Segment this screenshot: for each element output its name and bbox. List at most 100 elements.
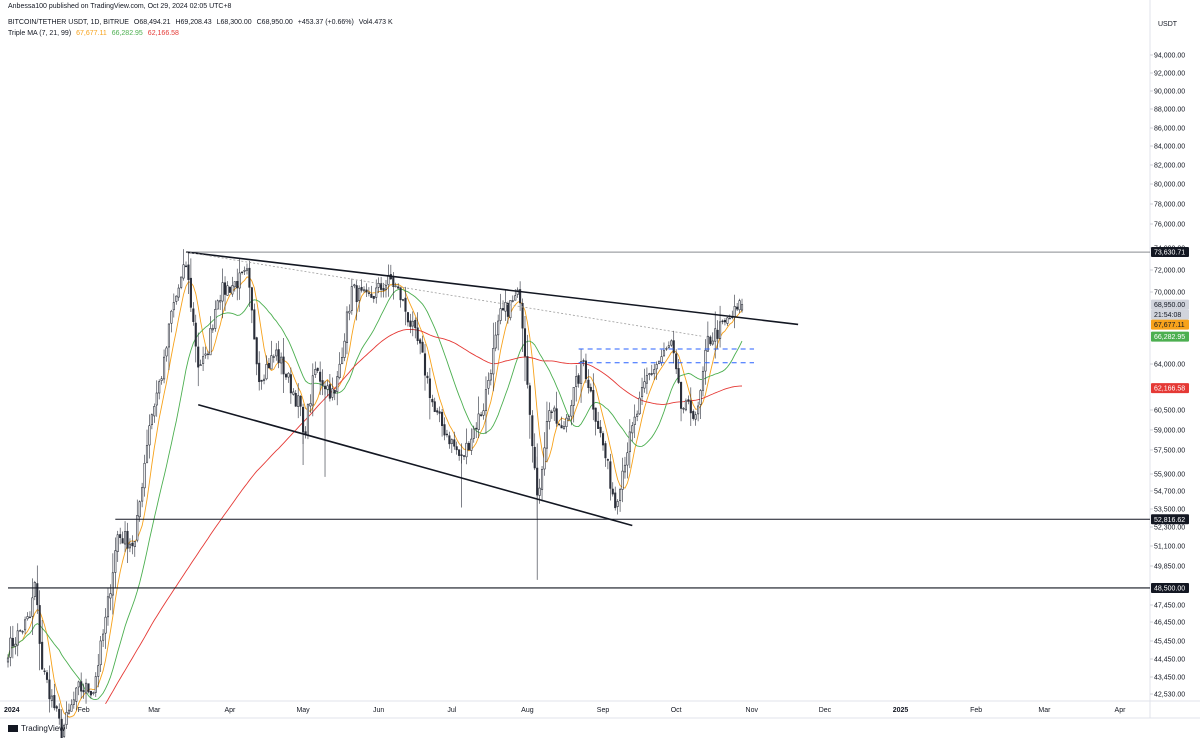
candle bbox=[311, 363, 314, 417]
candle-down-body bbox=[443, 424, 446, 436]
candle bbox=[167, 323, 171, 371]
price-tag-label: 21:54:08 bbox=[1154, 312, 1181, 319]
candle-up-body bbox=[728, 317, 731, 320]
candle-down-body bbox=[592, 390, 595, 410]
price-tag-box bbox=[1151, 383, 1189, 394]
candle-down-body bbox=[587, 379, 590, 388]
tradingview-brand[interactable]: TradingView bbox=[8, 724, 65, 733]
price-tick-label: 70,000.00 bbox=[1154, 290, 1185, 297]
candle bbox=[292, 388, 295, 396]
candle-up-body bbox=[153, 406, 156, 417]
candle-up-body bbox=[375, 287, 378, 298]
candle bbox=[653, 363, 656, 381]
candle-down-body bbox=[448, 435, 451, 445]
candle-down-body bbox=[589, 386, 592, 392]
time-tick-label: Nov bbox=[746, 707, 759, 714]
candle bbox=[370, 285, 373, 298]
candle bbox=[50, 689, 53, 708]
candle-up-body bbox=[9, 637, 12, 658]
candle-down-body bbox=[550, 411, 553, 413]
candle-down-body bbox=[416, 327, 419, 342]
candle bbox=[655, 361, 658, 380]
candle bbox=[48, 665, 51, 713]
candle-up-body bbox=[626, 452, 629, 466]
candle bbox=[6, 654, 10, 668]
price-tick-label: 55,900.00 bbox=[1154, 472, 1185, 479]
candle bbox=[562, 421, 566, 430]
candle-down-body bbox=[55, 706, 58, 709]
candle bbox=[114, 537, 117, 588]
candle-down-body bbox=[19, 630, 22, 632]
candle-up-body bbox=[477, 413, 480, 430]
candle-up-body bbox=[292, 391, 295, 395]
candle bbox=[665, 346, 668, 351]
candle bbox=[458, 449, 461, 461]
candle-up-body bbox=[72, 699, 75, 705]
candle bbox=[726, 317, 729, 327]
candle-up-body bbox=[314, 369, 317, 375]
candle bbox=[238, 258, 241, 300]
candle bbox=[377, 277, 380, 294]
candle bbox=[92, 691, 95, 696]
candle bbox=[314, 361, 317, 378]
candle-down-body bbox=[601, 433, 605, 446]
candle-down-body bbox=[80, 681, 83, 692]
candle bbox=[333, 389, 336, 401]
candle-up-body bbox=[701, 371, 705, 391]
candle-up-body bbox=[450, 439, 453, 444]
time-tick-label: Dec bbox=[819, 707, 832, 714]
candle-down-body bbox=[475, 427, 478, 430]
candle bbox=[228, 286, 231, 293]
price-tag-label: 73,630.71 bbox=[1154, 250, 1185, 257]
candle bbox=[345, 306, 349, 355]
price-tick-label: 54,700.00 bbox=[1154, 489, 1185, 496]
candle bbox=[475, 422, 478, 439]
candle bbox=[636, 410, 639, 422]
candle-up-body bbox=[158, 381, 161, 394]
candle-up-body bbox=[667, 345, 670, 348]
candle-up-body bbox=[270, 355, 273, 370]
candle bbox=[26, 612, 29, 621]
candle-up-body bbox=[543, 447, 546, 470]
candle-up-body bbox=[245, 268, 249, 271]
candle-up-body bbox=[567, 416, 570, 420]
candle bbox=[470, 428, 473, 455]
candle-up-body bbox=[575, 376, 578, 387]
candle bbox=[16, 623, 19, 657]
candle-down-body bbox=[501, 308, 505, 311]
candle-up-body bbox=[309, 403, 312, 407]
candle-down-body bbox=[323, 385, 327, 390]
candle-up-body bbox=[565, 417, 568, 427]
candle bbox=[714, 311, 717, 359]
candle bbox=[533, 433, 536, 471]
candle bbox=[282, 337, 285, 393]
candle-up-body bbox=[377, 283, 380, 288]
candle bbox=[455, 441, 458, 455]
candle-up-body bbox=[97, 665, 100, 677]
candle bbox=[353, 283, 356, 289]
candle bbox=[550, 409, 553, 419]
candle bbox=[619, 487, 622, 512]
candle-down-body bbox=[650, 373, 653, 375]
candle-down-body bbox=[228, 286, 231, 293]
candle bbox=[692, 409, 695, 421]
candle bbox=[543, 432, 546, 476]
candle-up-body bbox=[621, 470, 624, 490]
candle bbox=[711, 332, 714, 346]
ma-legend[interactable]: Triple MA (7, 21, 99) 67,677.11 66,282.9… bbox=[8, 30, 182, 37]
candle-down-body bbox=[519, 289, 522, 304]
candle bbox=[116, 530, 119, 562]
candle-down-body bbox=[467, 442, 470, 450]
candle-down-body bbox=[397, 286, 400, 289]
candle-down-body bbox=[321, 380, 324, 386]
time-tick-label: Mar bbox=[148, 707, 161, 714]
candle-down-body bbox=[255, 337, 258, 365]
open-value: O68,494.21 bbox=[133, 19, 171, 26]
candle-down-body bbox=[87, 683, 90, 693]
candle bbox=[284, 372, 288, 380]
price-tick-label: 86,000.00 bbox=[1154, 126, 1185, 133]
candle-up-body bbox=[343, 340, 346, 358]
candle bbox=[570, 399, 573, 426]
candle bbox=[565, 414, 568, 433]
